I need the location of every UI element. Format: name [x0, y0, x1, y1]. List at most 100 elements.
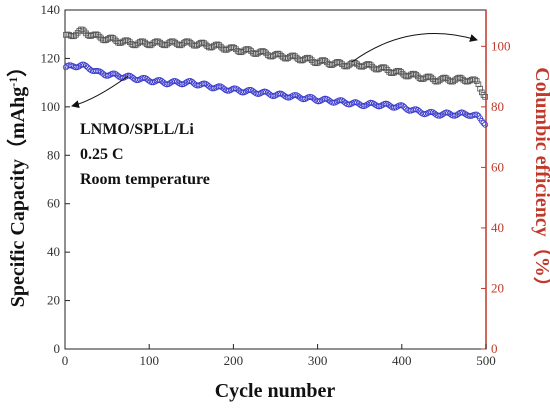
capacity-point — [264, 89, 271, 96]
capacity-point — [170, 78, 177, 85]
efficiency-point — [383, 65, 389, 72]
efficiency-point — [283, 55, 290, 62]
efficiency-point — [98, 35, 105, 42]
capacity-point — [182, 80, 189, 87]
efficiency-point — [322, 58, 328, 64]
efficiency-point — [73, 31, 79, 38]
capacity-point — [128, 73, 135, 80]
efficiency-point — [128, 41, 135, 47]
capacity-point — [98, 69, 105, 76]
x-tick-label: 0 — [62, 353, 69, 368]
efficiency-point — [111, 36, 118, 43]
arrow-to-left-axis — [71, 75, 129, 109]
capacity-point — [472, 111, 479, 118]
y-tick-label: 120 — [41, 50, 61, 65]
capacity-point — [113, 71, 120, 78]
x-tick-label: 200 — [224, 353, 244, 368]
annotation-rate: 0.25 C — [80, 146, 124, 163]
efficiency-point — [265, 52, 271, 58]
y-axis-title-sup: -1 — [6, 77, 20, 87]
y-axis-title-main: Specific Capacity（mAhg — [6, 87, 29, 308]
efficiency-point — [292, 53, 298, 59]
capacity-point — [145, 77, 152, 84]
efficiency-point — [217, 43, 224, 50]
capacity-point — [83, 62, 90, 69]
efficiency-point — [307, 55, 313, 62]
efficiency-point — [219, 45, 226, 52]
y-tick-label: 0 — [54, 341, 61, 356]
capacity-point — [480, 120, 487, 127]
efficiency-point — [249, 49, 256, 56]
efficiency-point — [204, 43, 211, 49]
capacity-point — [403, 105, 410, 112]
annotation-temperature: Room temperature — [80, 171, 210, 188]
efficiency-point — [398, 69, 404, 75]
capacity-point — [219, 84, 226, 91]
capacity-point — [86, 65, 93, 72]
ticks-layer: 0 20 40 60 80 100 120 140 0 20 40 60 80 100 0 100 200 300… — [41, 2, 511, 368]
efficiency-point — [473, 78, 480, 84]
efficiency-point — [125, 37, 131, 44]
capacity-point — [399, 102, 406, 109]
efficiency-point — [396, 68, 403, 74]
y-tick-label: 40 — [47, 244, 60, 259]
efficiency-point — [313, 60, 320, 67]
efficiency-point — [261, 49, 268, 55]
efficiency-series — [63, 26, 488, 100]
efficiency-point — [480, 92, 487, 98]
efficiency-point — [234, 48, 241, 54]
efficiency-point — [381, 64, 387, 71]
efficiency-point — [108, 34, 115, 41]
efficiency-point — [386, 69, 392, 75]
capacity-point — [310, 95, 317, 102]
capacity-point — [115, 72, 122, 79]
capacity-point — [461, 110, 468, 117]
capacity-point — [167, 80, 174, 87]
y2-axis-title: Columbic efficiency（%） — [531, 67, 550, 296]
capacity-point — [414, 107, 421, 114]
capacity-point — [446, 110, 453, 117]
y2-tick-label: 60 — [491, 159, 504, 174]
efficiency-point — [475, 81, 482, 88]
efficiency-point — [276, 51, 283, 58]
efficiency-point — [192, 43, 199, 49]
capacity-point — [143, 75, 150, 82]
capacity-point — [62, 64, 69, 71]
y-axis-title-close: ） — [6, 57, 29, 77]
efficiency-point — [96, 33, 103, 40]
y2-tick-label: 0 — [491, 341, 498, 356]
arrow-to-right-axis — [351, 33, 478, 63]
x-axis-title: Cycle number — [215, 380, 336, 402]
efficiency-point — [201, 40, 207, 46]
efficiency-point — [238, 49, 244, 56]
efficiency-point — [384, 67, 391, 73]
efficiency-point — [477, 85, 483, 92]
efficiency-point — [413, 71, 419, 78]
capacity-point — [130, 75, 137, 82]
capacity-point — [190, 80, 197, 87]
capacity-point — [401, 104, 408, 111]
efficiency-point — [472, 76, 478, 83]
x-tick-label: 400 — [392, 353, 412, 368]
efficiency-point — [79, 26, 86, 33]
efficiency-point — [231, 44, 238, 51]
efficiency-point — [428, 74, 435, 81]
capacity-point — [482, 121, 489, 128]
efficiency-point — [233, 46, 239, 53]
y-tick-label: 100 — [41, 99, 61, 114]
efficiency-point — [113, 38, 120, 44]
efficiency-point — [207, 44, 214, 51]
capacity-point — [205, 83, 212, 90]
efficiency-point — [351, 59, 357, 66]
capacity-point — [99, 70, 106, 77]
efficiency-point — [308, 57, 315, 63]
x-tick-label: 500 — [476, 353, 496, 368]
capacity-point — [109, 70, 116, 77]
efficiency-point — [470, 76, 477, 83]
efficiency-point — [367, 62, 374, 68]
efficiency-point — [253, 51, 259, 57]
capacity-point — [411, 106, 418, 113]
y-tick-label: 80 — [47, 147, 60, 162]
